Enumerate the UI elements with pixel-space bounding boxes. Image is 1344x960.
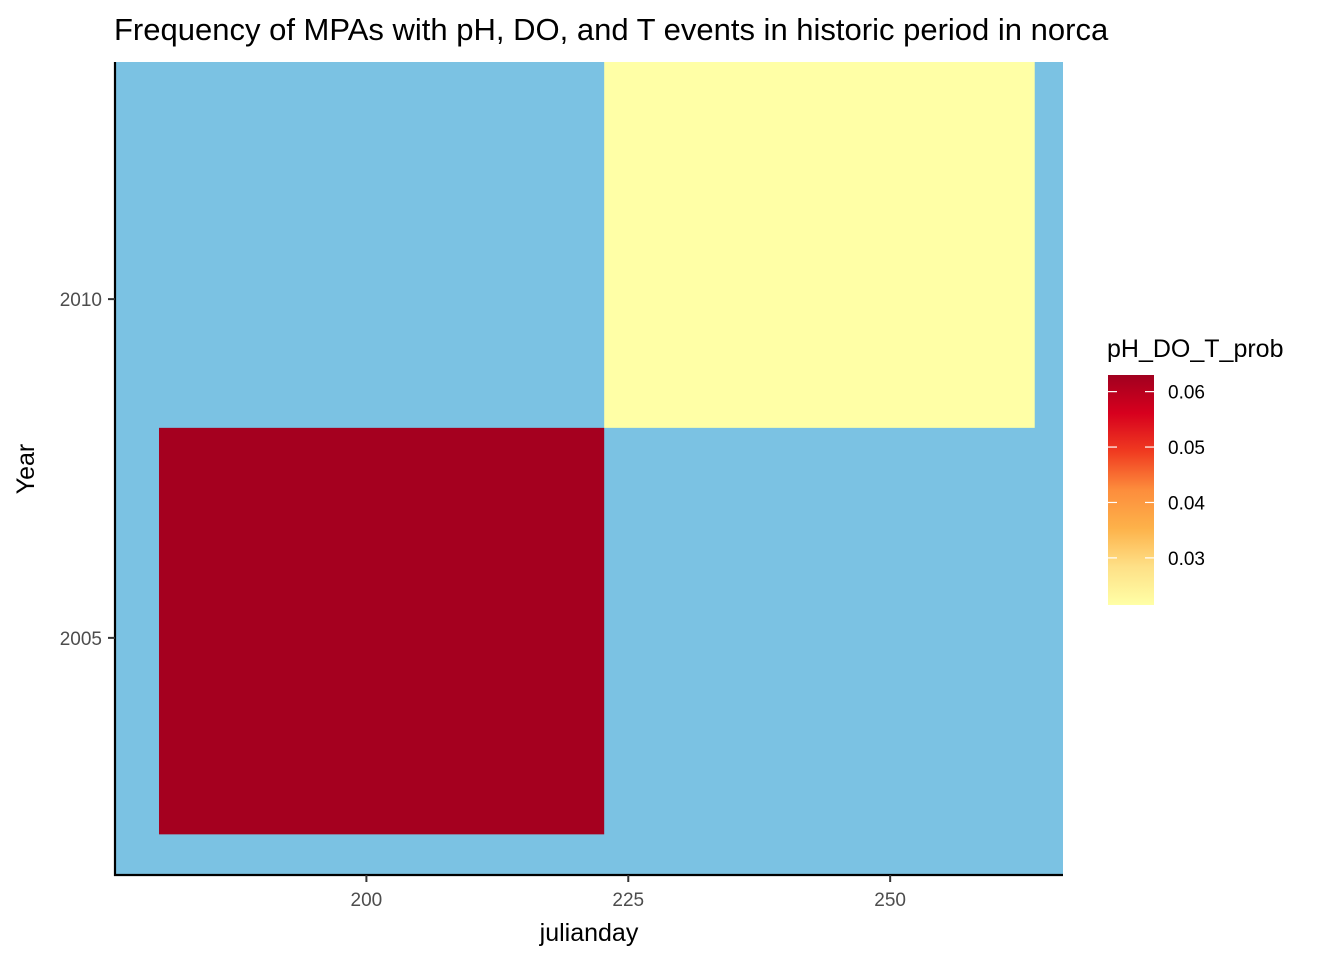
x-tick-label: 225 <box>612 890 644 911</box>
legend-title: pH_DO_T_prob <box>1107 335 1283 363</box>
legend-tick-label: 0.04 <box>1168 493 1205 514</box>
chart-title: Frequency of MPAs with pH, DO, and T eve… <box>114 12 1109 47</box>
y-axis-title: Year <box>12 444 40 495</box>
heatmap-cell-2 <box>604 62 1035 428</box>
axes: 200 225 250 2005 2010 <box>60 62 1063 911</box>
legend-tick-label: 0.03 <box>1168 549 1205 570</box>
legend-colorbar <box>1108 375 1154 605</box>
legend-ticks: 0.03 0.04 0.05 0.06 <box>1108 383 1205 570</box>
plot-area <box>115 62 1063 875</box>
heatmap-cell-1 <box>158 427 605 835</box>
legend-tick-label: 0.05 <box>1168 438 1205 459</box>
y-tick-label: 2005 <box>60 629 102 650</box>
x-tick-label: 200 <box>351 890 383 911</box>
y-tick-label: 2010 <box>60 290 102 311</box>
x-axis-title: julianday <box>539 919 639 947</box>
x-tick-label: 250 <box>874 890 906 911</box>
legend: pH_DO_T_prob 0.03 0.04 0.05 0.06 <box>1107 335 1283 605</box>
legend-tick-label: 0.06 <box>1168 383 1205 404</box>
